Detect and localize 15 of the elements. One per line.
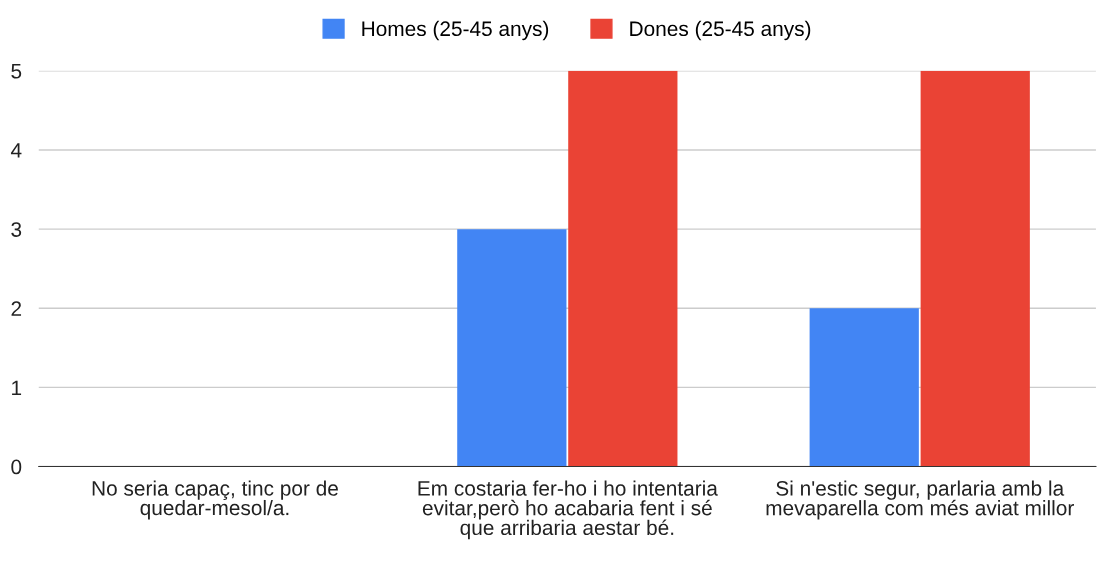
bar (457, 229, 567, 467)
y-tick-label: 1 (12, 380, 22, 395)
y-tick-label: 2 (11, 301, 22, 316)
bar (809, 308, 919, 467)
bar (920, 70, 1030, 467)
y-tick-label: 0 (11, 459, 22, 475)
legend-label: Homes (25-45 anys) (362, 20, 549, 41)
x-tick-label: Em costaria fer-ho i ho intentaria evitar,però ho acabaria fent i sé que arribaria aestar bé. (418, 480, 718, 540)
x-tick-label: Si n'estic segur, parlaria amb la mevaparella com més aviat millor (766, 480, 1074, 520)
y-tick-label: 3 (11, 222, 22, 237)
legend-label: Dones (25-45 anys) (630, 20, 811, 41)
y-tick-label: 4 (10, 143, 22, 158)
y-tick-label: 5 (11, 64, 22, 79)
x-tick-label: No seria capaç, tinc por de quedar-mesol/a. (92, 480, 338, 520)
bar (568, 70, 678, 467)
